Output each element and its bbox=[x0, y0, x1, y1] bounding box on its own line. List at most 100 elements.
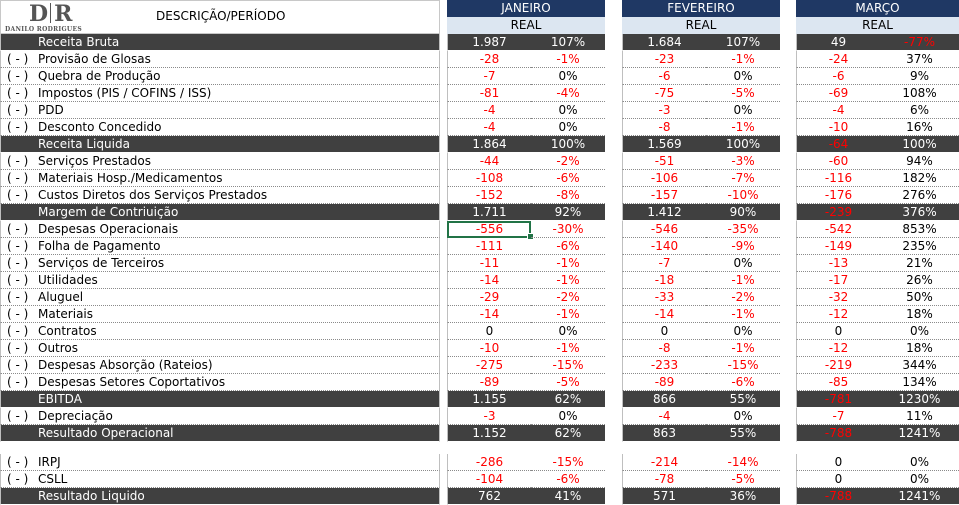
row-label-cell[interactable]: Receita Bruta bbox=[0, 34, 440, 51]
value-cell[interactable]: -69 bbox=[796, 85, 880, 102]
value-cell[interactable]: -781 bbox=[796, 391, 880, 408]
percent-cell[interactable]: -77% bbox=[880, 34, 959, 51]
value-cell[interactable]: 0 bbox=[796, 471, 880, 488]
row-label-cell[interactable]: EBITDA bbox=[0, 391, 440, 408]
value-cell[interactable]: -4 bbox=[622, 408, 706, 425]
percent-cell[interactable]: 182% bbox=[880, 170, 959, 187]
value-cell[interactable]: 1.412 bbox=[622, 204, 706, 221]
percent-cell[interactable]: 0% bbox=[706, 408, 780, 425]
percent-cell[interactable]: -15% bbox=[531, 357, 605, 374]
percent-cell[interactable]: 92% bbox=[531, 204, 605, 221]
percent-cell[interactable]: -6% bbox=[706, 374, 780, 391]
percent-cell[interactable]: 11% bbox=[880, 408, 959, 425]
percent-cell[interactable]: 62% bbox=[531, 391, 605, 408]
value-cell[interactable]: -546 bbox=[622, 221, 706, 238]
percent-cell[interactable]: 62% bbox=[531, 425, 605, 442]
percent-cell[interactable]: -6% bbox=[531, 238, 605, 255]
value-cell[interactable]: -239 bbox=[796, 204, 880, 221]
value-cell[interactable]: -51 bbox=[622, 153, 706, 170]
row-label-cell[interactable]: ( - ) Depreciação bbox=[0, 408, 440, 425]
percent-cell[interactable]: 94% bbox=[880, 153, 959, 170]
percent-cell[interactable]: 0% bbox=[531, 408, 605, 425]
row-label-cell[interactable]: ( - ) Materiais bbox=[0, 306, 440, 323]
value-cell[interactable]: -556 bbox=[447, 221, 534, 240]
value-cell[interactable]: -7 bbox=[447, 68, 531, 85]
percent-cell[interactable]: 21% bbox=[880, 255, 959, 272]
value-cell[interactable]: -78 bbox=[622, 471, 706, 488]
row-label-cell[interactable]: ( - ) Despesas Setores Coportativos bbox=[0, 374, 440, 391]
percent-cell[interactable]: 6% bbox=[880, 102, 959, 119]
percent-cell[interactable]: -35% bbox=[706, 221, 780, 238]
value-cell[interactable]: 0 bbox=[796, 454, 880, 471]
value-cell[interactable]: 1.155 bbox=[447, 391, 531, 408]
value-cell[interactable]: -14 bbox=[622, 306, 706, 323]
value-cell[interactable]: -116 bbox=[796, 170, 880, 187]
row-label-cell[interactable]: ( - ) Despesas Absorção (Rateios) bbox=[0, 357, 440, 374]
percent-cell[interactable]: 235% bbox=[880, 238, 959, 255]
percent-cell[interactable]: 344% bbox=[880, 357, 959, 374]
percent-cell[interactable]: -3% bbox=[706, 153, 780, 170]
percent-cell[interactable]: 0% bbox=[706, 102, 780, 119]
row-label-cell[interactable]: ( - ) Materiais Hosp./Medicamentos bbox=[0, 170, 440, 187]
value-cell[interactable]: -11 bbox=[447, 255, 531, 272]
value-cell[interactable]: -10 bbox=[447, 340, 531, 357]
value-cell[interactable]: -12 bbox=[796, 340, 880, 357]
percent-cell[interactable]: -1% bbox=[531, 306, 605, 323]
value-cell[interactable]: -8 bbox=[622, 119, 706, 136]
percent-cell[interactable]: 107% bbox=[706, 34, 780, 51]
row-label-cell[interactable]: ( - ) Despesas Operacionais bbox=[0, 221, 440, 238]
value-cell[interactable]: -788 bbox=[796, 425, 880, 442]
value-cell[interactable]: -14 bbox=[447, 272, 531, 289]
percent-cell[interactable]: 0% bbox=[531, 68, 605, 85]
percent-cell[interactable]: 376% bbox=[880, 204, 959, 221]
row-label-cell[interactable]: ( - ) Provisão de Glosas bbox=[0, 51, 440, 68]
percent-cell[interactable]: -30% bbox=[531, 221, 605, 238]
value-cell[interactable]: -17 bbox=[796, 272, 880, 289]
value-cell[interactable]: -12 bbox=[796, 306, 880, 323]
value-cell[interactable]: -75 bbox=[622, 85, 706, 102]
percent-cell[interactable]: -2% bbox=[706, 289, 780, 306]
value-cell[interactable]: -10 bbox=[796, 119, 880, 136]
percent-cell[interactable]: 41% bbox=[531, 488, 605, 505]
value-cell[interactable]: 0 bbox=[796, 323, 880, 340]
value-cell[interactable]: -3 bbox=[622, 102, 706, 119]
value-cell[interactable]: -4 bbox=[447, 119, 531, 136]
value-cell[interactable]: -7 bbox=[622, 255, 706, 272]
percent-cell[interactable]: 100% bbox=[880, 136, 959, 153]
value-cell[interactable]: 571 bbox=[622, 488, 706, 505]
percent-cell[interactable]: 16% bbox=[880, 119, 959, 136]
percent-cell[interactable]: -1% bbox=[531, 340, 605, 357]
value-cell[interactable]: 1.864 bbox=[447, 136, 531, 153]
value-cell[interactable]: -64 bbox=[796, 136, 880, 153]
percent-cell[interactable]: 0% bbox=[880, 323, 959, 340]
percent-cell[interactable]: -6% bbox=[531, 471, 605, 488]
value-cell[interactable]: -542 bbox=[796, 221, 880, 238]
percent-cell[interactable]: 853% bbox=[880, 221, 959, 238]
value-cell[interactable]: -219 bbox=[796, 357, 880, 374]
percent-cell[interactable]: -9% bbox=[706, 238, 780, 255]
value-cell[interactable]: -214 bbox=[622, 454, 706, 471]
percent-cell[interactable]: -2% bbox=[531, 289, 605, 306]
percent-cell[interactable]: 134% bbox=[880, 374, 959, 391]
value-cell[interactable]: -8 bbox=[622, 340, 706, 357]
value-cell[interactable]: -286 bbox=[447, 454, 531, 471]
row-label-cell[interactable]: ( - ) CSLL bbox=[0, 471, 440, 488]
month-header-0[interactable]: JANEIRO REAL bbox=[447, 0, 605, 34]
percent-cell[interactable]: 0% bbox=[531, 119, 605, 136]
value-cell[interactable]: -104 bbox=[447, 471, 531, 488]
value-cell[interactable]: 762 bbox=[447, 488, 531, 505]
value-cell[interactable]: 1.152 bbox=[447, 425, 531, 442]
percent-cell[interactable]: 9% bbox=[880, 68, 959, 85]
value-cell[interactable]: -3 bbox=[447, 408, 531, 425]
value-cell[interactable]: -32 bbox=[796, 289, 880, 306]
value-cell[interactable]: 863 bbox=[622, 425, 706, 442]
percent-cell[interactable]: 0% bbox=[531, 323, 605, 340]
percent-cell[interactable]: 0% bbox=[706, 323, 780, 340]
percent-cell[interactable]: -2% bbox=[531, 153, 605, 170]
value-cell[interactable]: -140 bbox=[622, 238, 706, 255]
value-cell[interactable]: 49 bbox=[796, 34, 880, 51]
value-cell[interactable]: 1.987 bbox=[447, 34, 531, 51]
value-cell[interactable]: -44 bbox=[447, 153, 531, 170]
value-cell[interactable]: 0 bbox=[447, 323, 531, 340]
